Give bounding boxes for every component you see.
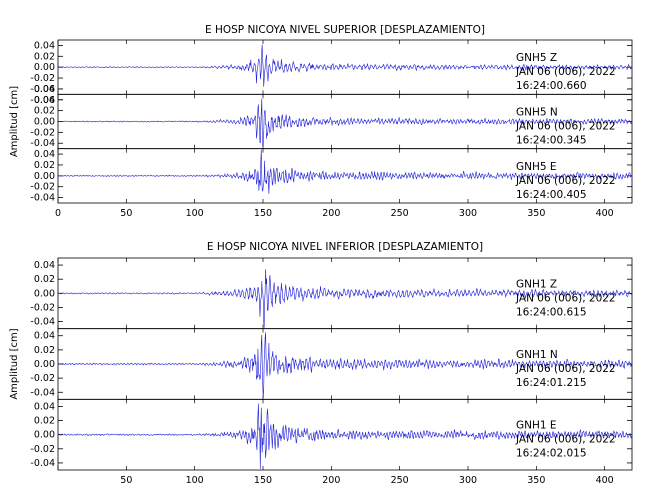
y-axis-label: Amplitud [cm] — [9, 86, 20, 157]
station-label: GNH5 Z — [516, 52, 557, 64]
y-tick-label: 0.02 — [34, 160, 55, 171]
x-tick-label: 300 — [459, 475, 477, 486]
y-tick-label: 0.04 — [34, 331, 55, 342]
x-tick-label: 400 — [596, 475, 614, 486]
event-date: JAN 06 (006), 2022 — [515, 121, 616, 133]
chart-title: E HOSP NICOYA NIVEL SUPERIOR [DESPLAZAMI… — [205, 24, 485, 36]
x-tick-label: 50 — [120, 475, 132, 486]
waveform-gnh1-n — [57, 332, 632, 399]
x-tick-label: 200 — [322, 475, 340, 486]
y-tick-label: -0.04 — [30, 84, 55, 95]
x-tick-label: 400 — [596, 208, 614, 219]
y-tick-label: -0.04 — [30, 458, 55, 469]
y-tick-label: 0.02 — [34, 106, 55, 117]
x-tick-label: 100 — [186, 475, 204, 486]
y-tick-label: -0.04 — [30, 387, 55, 398]
event-time: 16:24:02.015 — [516, 448, 587, 460]
x-tick-label: 200 — [322, 208, 340, 219]
x-tick-label: 150 — [254, 475, 272, 486]
x-tick-label: 250 — [391, 208, 409, 219]
station-label: GNH5 N — [516, 107, 558, 119]
waveform-gnh1-z — [57, 269, 632, 328]
x-tick-label: 100 — [186, 208, 204, 219]
y-tick-label: 0.06 — [34, 84, 55, 95]
y-tick-label: 0.02 — [34, 345, 55, 356]
x-tick-label: 50 — [120, 208, 132, 219]
station-label: GNH1 E — [516, 420, 557, 432]
y-tick-label: -0.04 — [30, 317, 55, 328]
y-tick-label: -0.02 — [30, 302, 55, 313]
event-time: 16:24:00.660 — [516, 80, 587, 92]
y-tick-label: 0.02 — [34, 274, 55, 285]
y-tick-label: 0.04 — [34, 149, 55, 160]
x-tick-label: 250 — [391, 475, 409, 486]
event-time: 16:24:00.405 — [516, 189, 587, 201]
y-tick-label: -0.06 — [30, 95, 55, 106]
event-date: JAN 06 (006), 2022 — [515, 292, 616, 304]
y-axis-label: Amplitud [cm] — [9, 328, 20, 399]
waveform-gnh5-e — [57, 149, 632, 194]
y-tick-label: -0.02 — [30, 373, 55, 384]
y-tick-label: 0.00 — [34, 117, 55, 128]
y-tick-label: -0.02 — [30, 444, 55, 455]
y-tick-label: 0.02 — [34, 416, 55, 427]
y-tick-label: -0.02 — [30, 73, 55, 84]
y-tick-label: -0.02 — [30, 182, 55, 193]
x-tick-label: 350 — [527, 475, 545, 486]
event-date: JAN 06 (006), 2022 — [515, 175, 616, 187]
event-date: JAN 06 (006), 2022 — [515, 434, 616, 446]
event-date: JAN 06 (006), 2022 — [515, 66, 616, 78]
waveform-gnh5-z — [57, 44, 632, 87]
station-label: GNH1 N — [516, 349, 558, 361]
y-tick-label: 0.00 — [34, 171, 55, 182]
station-label: GNH1 Z — [516, 278, 557, 290]
event-time: 16:24:00.615 — [516, 306, 587, 318]
station-label: GNH5 E — [516, 161, 557, 173]
event-time: 16:24:00.345 — [516, 135, 587, 147]
x-tick-label: 0 — [55, 208, 61, 219]
y-tick-label: 0.00 — [34, 62, 55, 73]
waveform-gnh5-n — [58, 98, 632, 148]
y-tick-label: 0.02 — [34, 51, 55, 62]
y-tick-label: 0.04 — [34, 260, 55, 271]
y-tick-label: -0.04 — [30, 193, 55, 204]
y-tick-label: 0.04 — [34, 95, 55, 106]
y-tick-label: 0.00 — [34, 430, 55, 441]
x-tick-label: 150 — [254, 208, 272, 219]
chart-title: E HOSP NICOYA NIVEL INFERIOR [DESPLAZAMI… — [207, 241, 483, 253]
y-tick-label: -0.04 — [30, 138, 55, 149]
x-tick-label: 300 — [459, 208, 477, 219]
y-tick-label: 0.00 — [34, 288, 55, 299]
event-date: JAN 06 (006), 2022 — [515, 363, 616, 375]
x-tick-label: 350 — [527, 208, 545, 219]
y-tick-label: 0.04 — [34, 40, 55, 51]
event-time: 16:24:01.215 — [516, 377, 587, 389]
y-tick-label: 0.00 — [34, 359, 55, 370]
y-tick-label: 0.04 — [34, 401, 55, 412]
y-tick-label: -0.02 — [30, 127, 55, 138]
waveform-gnh1-e — [57, 403, 632, 470]
